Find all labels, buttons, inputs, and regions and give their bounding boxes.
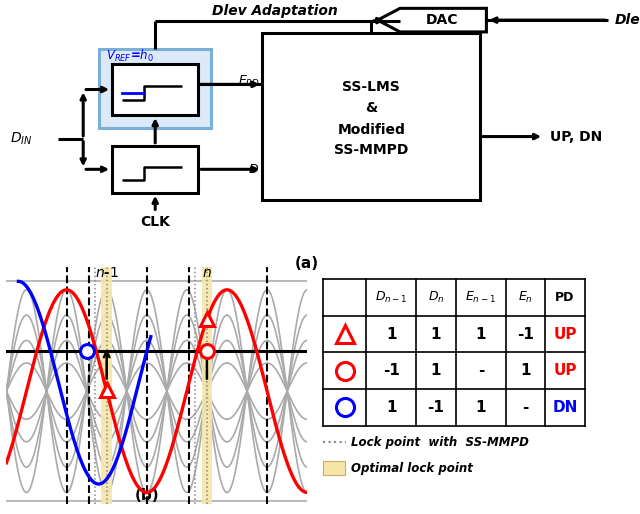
Text: PD: PD	[556, 291, 575, 304]
Text: 1: 1	[431, 363, 441, 378]
Polygon shape	[378, 8, 486, 32]
Text: $n$-$1$: $n$-$1$	[95, 266, 119, 280]
Text: Modified: Modified	[337, 123, 405, 137]
Text: Optimal lock point: Optimal lock point	[351, 462, 473, 475]
Bar	[323, 461, 344, 475]
Text: 1: 1	[476, 326, 486, 342]
Text: $D_{n-1}$: $D_{n-1}$	[375, 290, 408, 305]
FancyBboxPatch shape	[112, 64, 198, 115]
Text: $D_n$: $D_n$	[428, 290, 444, 305]
Bar	[102, 267, 112, 504]
Bar	[202, 267, 212, 504]
Text: $E_{PD}$: $E_{PD}$	[237, 74, 259, 89]
Text: $D_{IN}$: $D_{IN}$	[10, 131, 32, 147]
Text: (b): (b)	[134, 488, 159, 503]
Text: &: &	[365, 101, 377, 115]
Text: UP: UP	[553, 326, 577, 342]
Text: SS-MMPD: SS-MMPD	[334, 143, 408, 157]
Text: 1: 1	[431, 326, 441, 342]
Text: 1: 1	[476, 400, 486, 415]
FancyBboxPatch shape	[99, 48, 211, 127]
Text: UP, DN: UP, DN	[550, 130, 603, 143]
Text: (a): (a)	[295, 256, 319, 271]
Text: $n$: $n$	[202, 266, 212, 280]
Text: -1: -1	[383, 363, 399, 378]
Text: $E_n$: $E_n$	[518, 290, 533, 305]
FancyBboxPatch shape	[112, 146, 198, 193]
Text: 1: 1	[386, 400, 396, 415]
Text: Dlev: Dlev	[614, 13, 640, 27]
FancyBboxPatch shape	[262, 33, 480, 200]
Text: $D$: $D$	[248, 163, 259, 176]
Text: DAC: DAC	[426, 13, 458, 27]
Text: UP: UP	[553, 363, 577, 378]
Text: SS-LMS: SS-LMS	[342, 80, 400, 94]
Text: Lock point  with  SS-MMPD: Lock point with SS-MMPD	[351, 436, 529, 449]
Text: $E_{n-1}$: $E_{n-1}$	[465, 290, 497, 305]
Text: CLK: CLK	[140, 215, 170, 229]
Text: 1: 1	[386, 326, 396, 342]
Text: -: -	[523, 400, 529, 415]
Text: -: -	[477, 363, 484, 378]
Text: Dlev Adaptation: Dlev Adaptation	[212, 4, 338, 18]
Text: 1: 1	[520, 363, 531, 378]
Text: -1: -1	[517, 326, 534, 342]
Text: DN: DN	[552, 400, 578, 415]
Text: $V_{REF}$=$h_0$: $V_{REF}$=$h_0$	[106, 47, 154, 64]
Text: -1: -1	[428, 400, 444, 415]
